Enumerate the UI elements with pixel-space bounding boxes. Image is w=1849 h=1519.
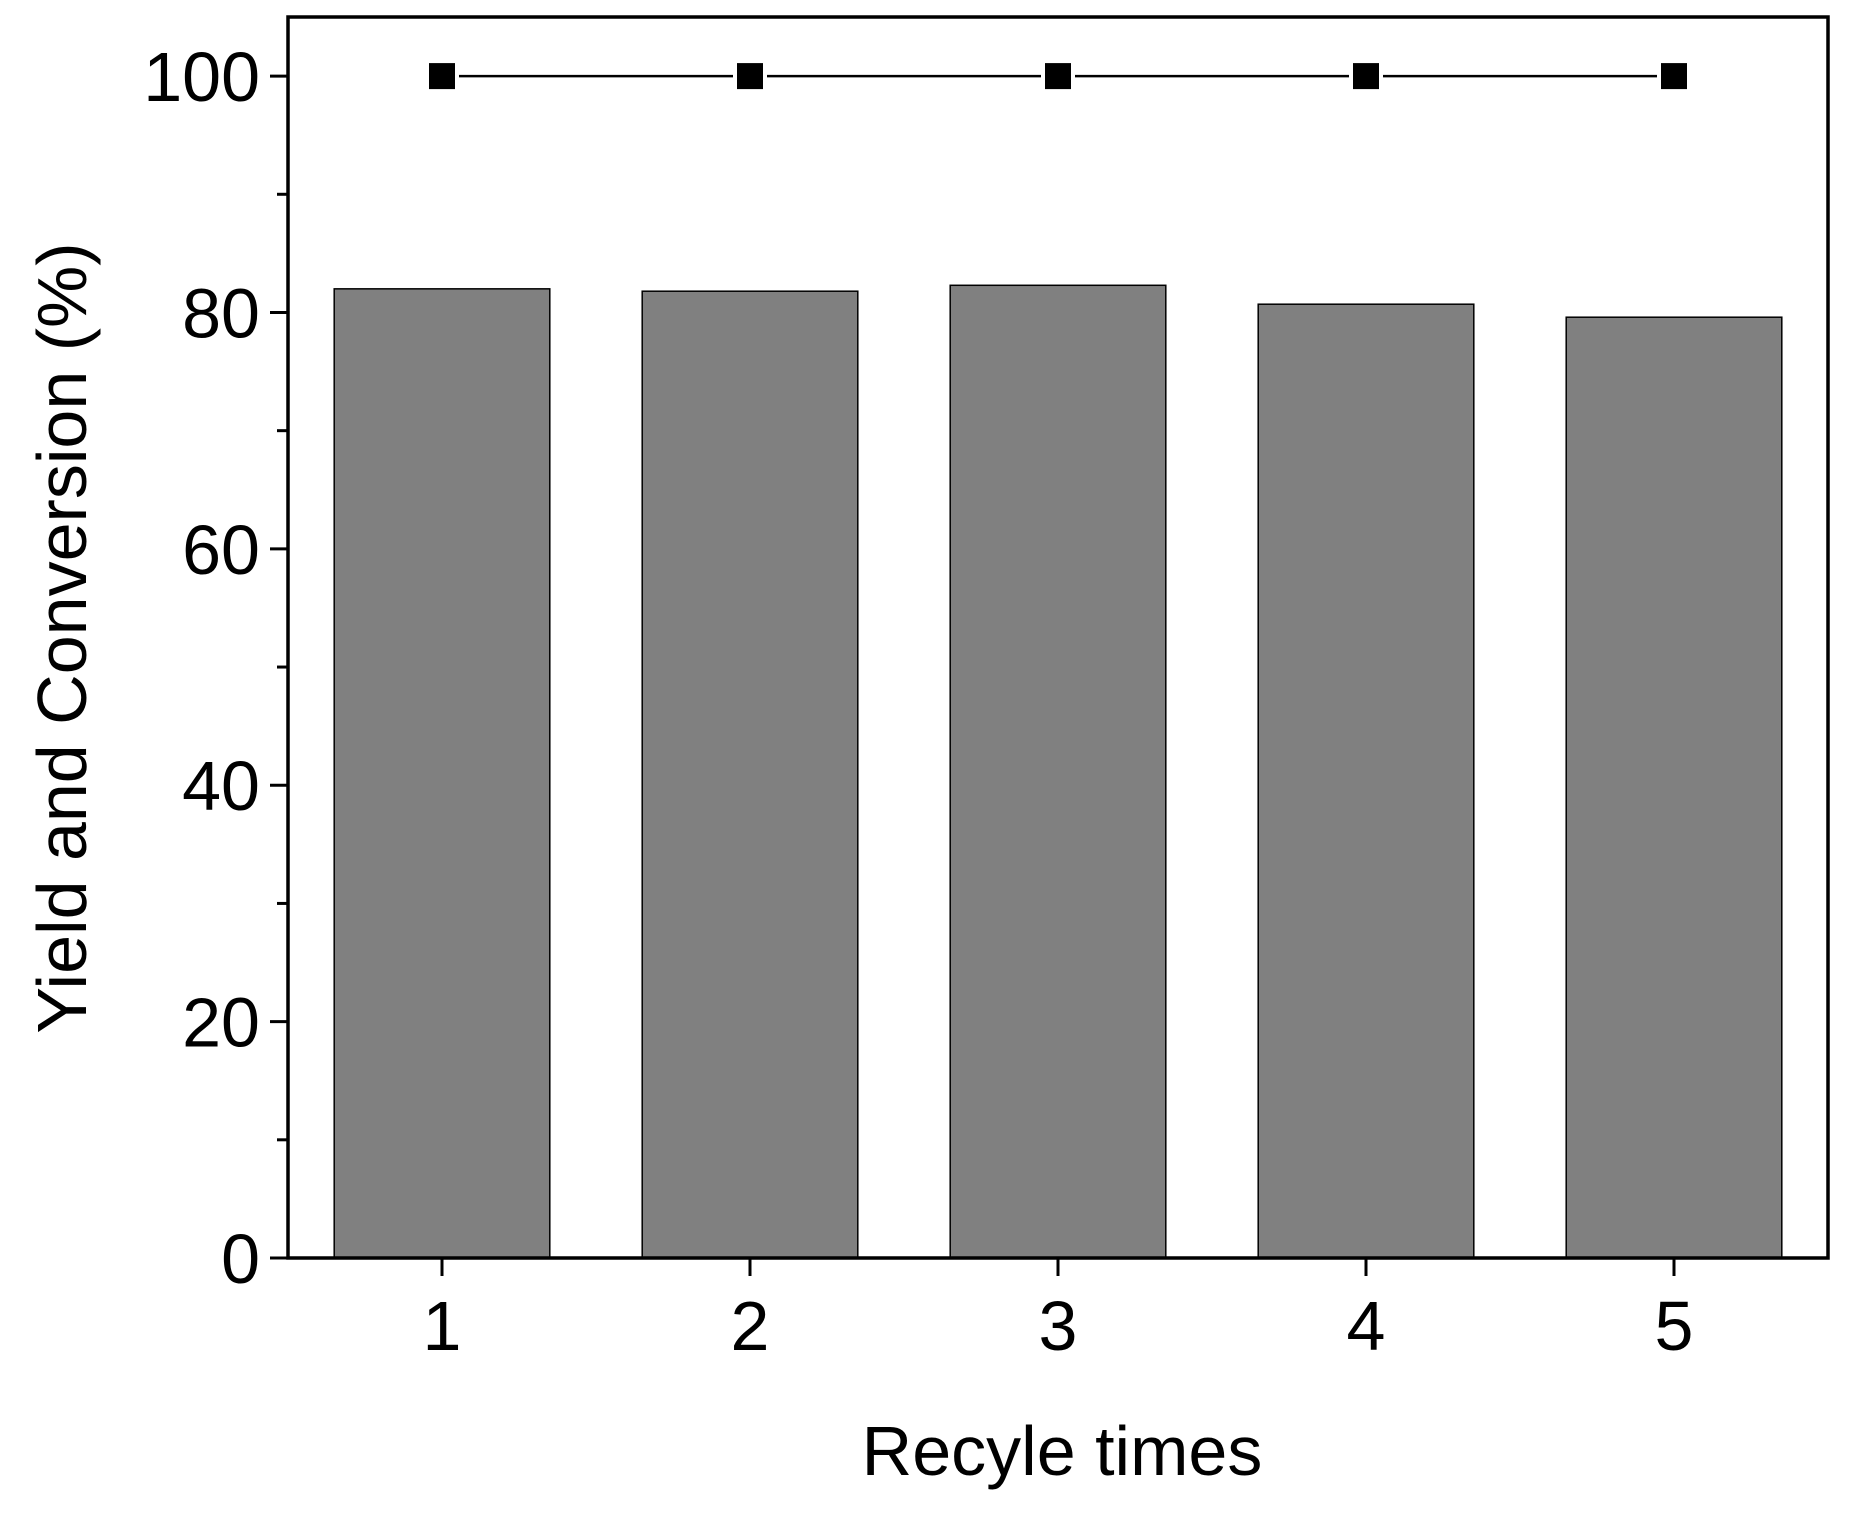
bar [949, 284, 1167, 1259]
marker [733, 59, 767, 94]
y-tick-label: 20 [182, 984, 260, 1062]
x-axis-title: Recyle times [862, 1412, 1263, 1490]
x-tick-label: 4 [1347, 1287, 1386, 1365]
bar [1565, 316, 1783, 1259]
marker [425, 59, 459, 94]
x-tick-label: 5 [1655, 1287, 1694, 1365]
y-axis-title: Yield and Conversion (%) [23, 242, 101, 1033]
marker [1657, 59, 1691, 94]
marker [1349, 59, 1383, 94]
y-tick-label: 60 [182, 511, 260, 589]
x-tick-label: 1 [423, 1287, 462, 1365]
bar [333, 288, 551, 1259]
y-tick-label: 0 [221, 1220, 260, 1298]
bar [641, 290, 859, 1259]
y-tick-label: 80 [182, 274, 260, 352]
bar [1257, 303, 1475, 1259]
marker [1041, 59, 1075, 94]
x-tick-label: 3 [1039, 1287, 1078, 1365]
y-tick-label: 100 [143, 38, 260, 116]
x-tick-label: 2 [731, 1287, 770, 1365]
y-tick-label: 40 [182, 747, 260, 825]
